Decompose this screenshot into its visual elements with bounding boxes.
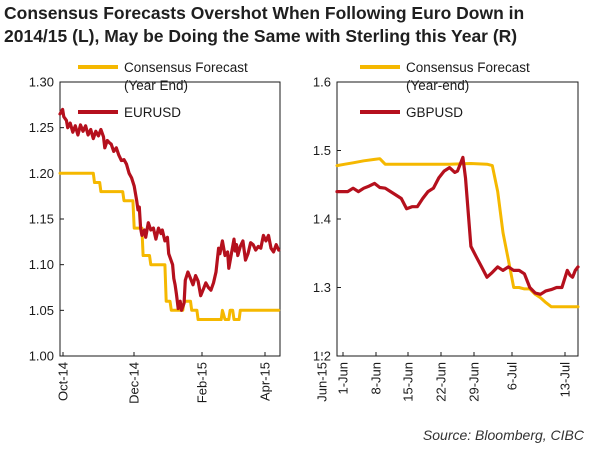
right-legend-forecast-label-line2: (Year-end): [406, 78, 469, 93]
right-y-tick-label: 1.2: [313, 349, 331, 364]
right-panel: 1.2 1.3 1.4 1.5 1.6 1-Jun 8-Jun 15-Jun 22-Jun 29…: [313, 60, 580, 402]
left-legend-eurusd-label: EURUSD: [124, 105, 181, 120]
chart-title-line-1: Consensus Forecasts Overshot When Follow…: [4, 3, 525, 23]
left-panel: 1.00 1.05 1.10 1.15 1.20 1.25 1.30 Oct-14 Dec-1…: [29, 60, 330, 404]
left-x-tick-label: Jun-15: [315, 362, 330, 402]
right-y-tick-label: 1.3: [313, 280, 331, 295]
chart-title-line-2: 2014/15 (L), May be Doing the Same with …: [4, 26, 518, 46]
right-x-tick-label: 15-Jun: [401, 362, 416, 402]
left-x-tick-label: Feb-15: [195, 362, 210, 403]
right-legend: Consensus Forecast (Year-end) GBPUSD: [360, 60, 530, 120]
right-series: [335, 155, 580, 309]
left-y-tick-label: 1.20: [29, 166, 54, 181]
right-x-tick-label: 8-Jun: [369, 362, 384, 395]
left-series-line-spot: [58, 107, 281, 312]
left-legend-forecast-label-line1: Consensus Forecast: [124, 60, 248, 75]
right-y-tick-label: 1.4: [313, 212, 331, 227]
right-legend-gbpusd-label: GBPUSD: [406, 105, 463, 120]
left-x-tick-label: Apr-15: [258, 362, 273, 401]
left-y-tick-label: 1.05: [29, 303, 54, 318]
right-series-line-forecast: [335, 157, 580, 309]
right-x-tick-label: 1-Jun: [336, 362, 351, 395]
source-note: Source: Bloomberg, CIBC: [422, 427, 584, 443]
right-x-axis: 1-Jun 8-Jun 15-Jun 22-Jun 29-Jun 6-Jul 13-Jul: [336, 352, 573, 402]
right-plot-frame: [336, 81, 579, 357]
right-x-tick-label: 29-Jun: [467, 362, 482, 402]
left-legend: Consensus Forecast (Year End) EURUSD: [78, 60, 248, 120]
right-y-axis: 1.2 1.3 1.4 1.5 1.6: [313, 75, 341, 364]
left-y-axis: 1.00 1.05 1.10 1.15 1.20 1.25 1.30: [29, 75, 64, 364]
left-legend-forecast-label-line2: (Year End): [124, 78, 188, 93]
left-x-axis: Oct-14 Dec-14 Feb-15 Apr-15 Jun-15: [56, 352, 330, 404]
left-y-tick-label: 1.15: [29, 212, 54, 227]
right-x-tick-label: 22-Jun: [434, 362, 449, 402]
right-series-line-spot: [335, 155, 580, 296]
right-x-tick-label: 6-Jul: [505, 362, 520, 390]
left-x-tick-label: Dec-14: [127, 362, 142, 404]
left-y-tick-label: 1.30: [29, 75, 54, 90]
right-y-tick-label: 1.5: [313, 143, 331, 158]
left-y-tick-label: 1.25: [29, 120, 54, 135]
chart-title: Consensus Forecasts Overshot When Follow…: [4, 2, 592, 48]
right-y-tick-label: 1.6: [313, 75, 331, 90]
left-plot-frame: [59, 81, 281, 357]
right-legend-forecast-label-line1: Consensus Forecast: [406, 60, 530, 75]
left-y-tick-label: 1.10: [29, 257, 54, 272]
left-y-tick-label: 1.00: [29, 349, 54, 364]
left-x-tick-label: Oct-14: [56, 362, 71, 401]
left-series: [58, 107, 281, 321]
left-series-line-forecast: [58, 171, 281, 321]
right-x-tick-label: 13-Jul: [558, 362, 573, 398]
